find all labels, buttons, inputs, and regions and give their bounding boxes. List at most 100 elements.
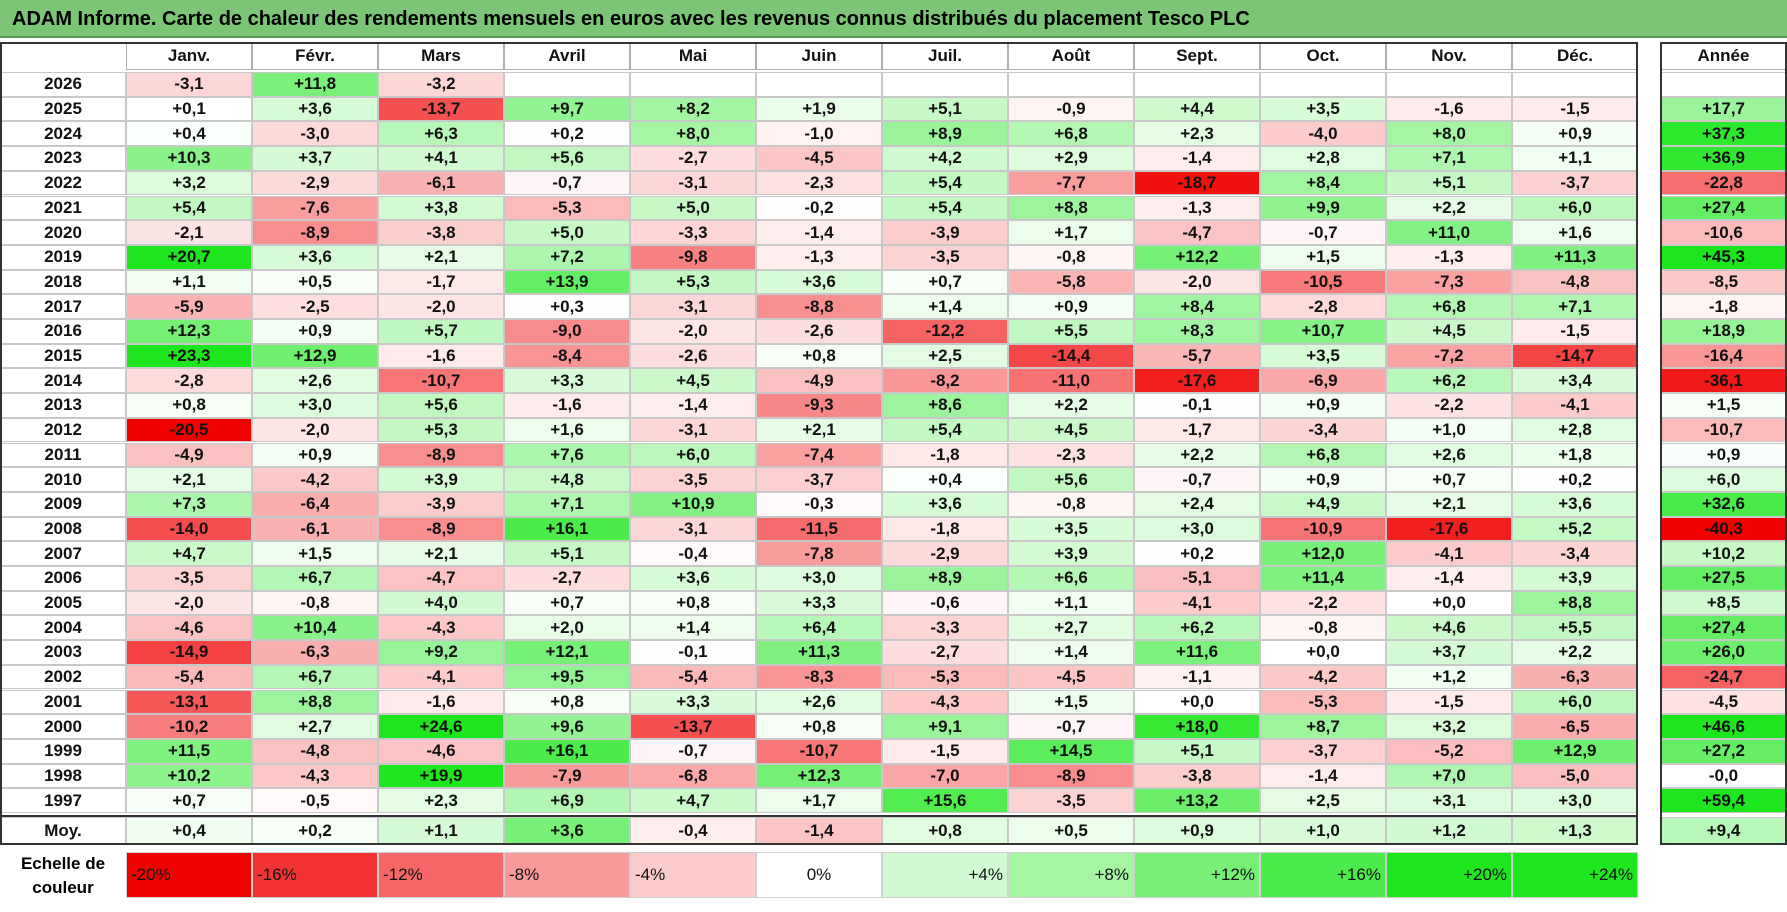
heat-cell: +0,2 xyxy=(504,121,630,147)
average-cell: +0,8 xyxy=(882,817,1008,845)
annual-cell: +59,4 xyxy=(1660,788,1787,813)
heat-cell: +12,1 xyxy=(504,640,630,665)
heat-cell: +5,4 xyxy=(882,170,1008,196)
heat-cell: -2,0 xyxy=(630,319,756,344)
heat-cell: +11,3 xyxy=(756,640,882,665)
scale-swatch: -12% xyxy=(378,852,504,898)
heat-cell: +0,7 xyxy=(504,590,630,616)
heat-cell: +1,7 xyxy=(1008,220,1134,245)
heat-cell: -5,3 xyxy=(1260,689,1386,715)
heat-cell: +2,2 xyxy=(1008,393,1134,418)
heat-cell: +3,2 xyxy=(1386,714,1512,739)
heat-cell: -2,2 xyxy=(1386,393,1512,418)
heat-cell: -7,6 xyxy=(252,195,378,221)
heat-cell xyxy=(630,72,756,97)
heat-cell xyxy=(756,72,882,97)
average-cell: +0,9 xyxy=(1134,817,1260,845)
heat-cell: +3,6 xyxy=(252,96,378,122)
heat-cell: -3,2 xyxy=(378,72,504,97)
heat-cell: -0,9 xyxy=(1008,96,1134,122)
month-header: Août xyxy=(1008,42,1134,70)
heat-cell: +16,1 xyxy=(504,516,630,542)
year-label: 2014 xyxy=(0,368,126,394)
heat-cell: +2,2 xyxy=(1134,442,1260,468)
heat-cell: +0,7 xyxy=(126,788,252,813)
heat-cell: -0,7 xyxy=(630,738,756,764)
heat-cell: +7,2 xyxy=(504,244,630,270)
heat-cell: -4,2 xyxy=(252,467,378,492)
heat-cell: +1,8 xyxy=(1512,442,1638,468)
heat-cell: -8,9 xyxy=(378,516,504,542)
scale-swatch: +12% xyxy=(1134,852,1260,898)
heat-cell: -5,9 xyxy=(126,294,252,319)
heat-cell: -1,5 xyxy=(1512,96,1638,122)
heat-cell: +8,4 xyxy=(1134,294,1260,319)
heat-cell: +2,5 xyxy=(882,343,1008,369)
heat-cell: +3,0 xyxy=(1512,788,1638,813)
heat-cell: +6,9 xyxy=(504,788,630,813)
heat-cell: +1,4 xyxy=(1008,640,1134,665)
heat-cell: +11,8 xyxy=(252,72,378,97)
heat-cell: +3,6 xyxy=(756,269,882,295)
heat-cell: -17,6 xyxy=(1134,368,1260,394)
heat-cell: -5,2 xyxy=(1386,738,1512,764)
heat-cell: +0,1 xyxy=(126,96,252,122)
heat-cell: +3,7 xyxy=(1386,640,1512,665)
heat-cell: -7,3 xyxy=(1386,269,1512,295)
heat-cell: +5,5 xyxy=(1512,615,1638,641)
heat-cell: +0,8 xyxy=(756,714,882,739)
heat-cell: -20,5 xyxy=(126,417,252,443)
heat-cell: -4,1 xyxy=(1512,393,1638,418)
heat-cell: -4,3 xyxy=(882,689,1008,715)
year-label: 2022 xyxy=(0,170,126,196)
heat-cell: -1,3 xyxy=(1386,244,1512,270)
heat-cell xyxy=(504,72,630,97)
average-cell: +1,2 xyxy=(1386,817,1512,845)
annual-cell: +27,4 xyxy=(1660,615,1787,641)
heat-cell: -8,9 xyxy=(252,220,378,245)
heat-cell: -11,5 xyxy=(756,516,882,542)
year-label: 2017 xyxy=(0,294,126,319)
heat-cell: +9,1 xyxy=(882,714,1008,739)
heat-cell: +10,4 xyxy=(252,615,378,641)
heat-cell: +5,0 xyxy=(630,195,756,221)
heat-cell: +0,7 xyxy=(882,269,1008,295)
heat-cell: -1,6 xyxy=(378,689,504,715)
heat-cell: +10,3 xyxy=(126,146,252,171)
heat-cell: -1,6 xyxy=(1386,96,1512,122)
heat-cell: +13,2 xyxy=(1134,788,1260,813)
heat-cell: +1,5 xyxy=(1008,689,1134,715)
heat-cell: +0,8 xyxy=(756,343,882,369)
heat-cell: -3,0 xyxy=(252,121,378,147)
annual-cell: +0,9 xyxy=(1660,442,1787,468)
scale-swatch: -20% xyxy=(126,852,252,898)
heat-cell: -7,7 xyxy=(1008,170,1134,196)
heat-cell: +6,0 xyxy=(1512,195,1638,221)
heat-cell: +2,1 xyxy=(1386,491,1512,517)
year-label: 1999 xyxy=(0,738,126,764)
heat-cell: -4,6 xyxy=(378,738,504,764)
month-header: Juin xyxy=(756,42,882,70)
annual-cell xyxy=(1660,72,1787,97)
year-label: 2019 xyxy=(0,244,126,270)
heat-cell: +0,0 xyxy=(1260,640,1386,665)
heat-cell: +5,5 xyxy=(1008,319,1134,344)
year-label: 2012 xyxy=(0,417,126,443)
heat-cell: +11,0 xyxy=(1386,220,1512,245)
year-label: 2010 xyxy=(0,467,126,492)
heat-cell: +6,0 xyxy=(1512,689,1638,715)
heat-cell: -1,3 xyxy=(1134,195,1260,221)
heat-cell: +16,1 xyxy=(504,738,630,764)
heat-cell: -1,6 xyxy=(504,393,630,418)
heat-cell: -1,5 xyxy=(1386,689,1512,715)
heat-cell: -1,5 xyxy=(882,738,1008,764)
heat-cell: -6,5 xyxy=(1512,714,1638,739)
scale-swatch: +24% xyxy=(1512,852,1638,898)
heat-cell: +4,7 xyxy=(630,788,756,813)
heat-cell: +0,0 xyxy=(1134,689,1260,715)
heat-cell: +3,7 xyxy=(252,146,378,171)
heat-cell: +13,9 xyxy=(504,269,630,295)
heat-cell: -2,9 xyxy=(882,541,1008,566)
heat-cell: +24,6 xyxy=(378,714,504,739)
heat-cell: +4,6 xyxy=(1386,615,1512,641)
